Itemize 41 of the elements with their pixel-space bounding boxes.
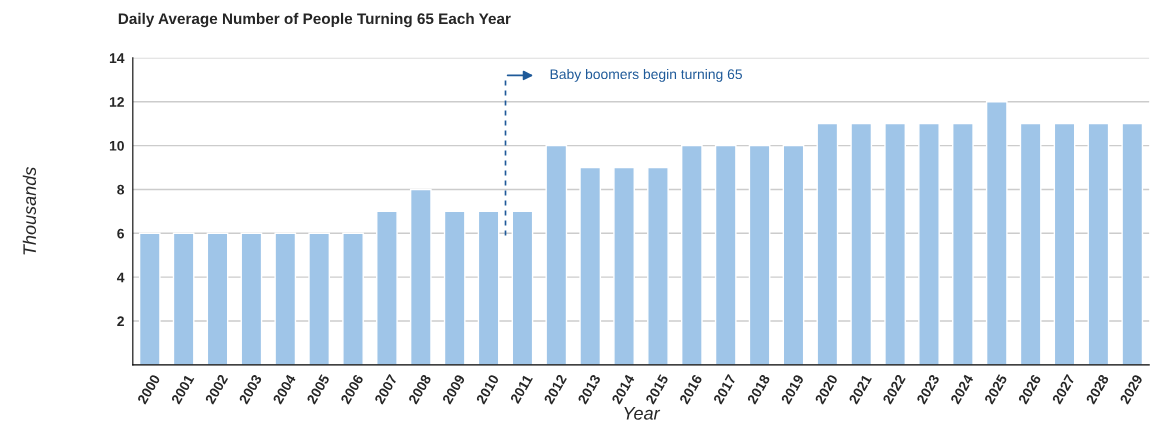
bar bbox=[172, 232, 195, 365]
y-tick-label: 14 bbox=[109, 53, 125, 63]
bar bbox=[850, 122, 873, 365]
bar bbox=[545, 144, 568, 365]
annotation: Baby boomers begin turning 65 bbox=[550, 68, 742, 82]
bar bbox=[985, 101, 1008, 365]
bar bbox=[680, 144, 703, 365]
bar bbox=[782, 144, 805, 365]
y-tick-label: 12 bbox=[109, 97, 124, 107]
bar bbox=[240, 232, 263, 365]
chart-title: Daily Average Number of People Turning 65 Each Year bbox=[118, 12, 511, 28]
bar bbox=[409, 188, 432, 365]
bar bbox=[1121, 122, 1144, 365]
bar bbox=[647, 166, 669, 365]
y-tick-label: 8 bbox=[117, 184, 125, 195]
bar bbox=[579, 166, 602, 365]
bar bbox=[376, 210, 398, 365]
y-tick-label: 4 bbox=[116, 272, 125, 283]
bar bbox=[477, 210, 500, 365]
bar bbox=[952, 122, 974, 365]
bar bbox=[1019, 122, 1042, 365]
y-tick-label: 10 bbox=[109, 140, 124, 151]
x-axis-title: Year bbox=[624, 407, 661, 420]
bar bbox=[511, 210, 534, 365]
bar bbox=[714, 144, 737, 365]
y-tick-label: 6 bbox=[117, 228, 124, 239]
bar bbox=[443, 210, 466, 365]
bar bbox=[138, 232, 161, 365]
bar bbox=[884, 122, 906, 365]
bar bbox=[918, 122, 940, 365]
bar bbox=[308, 232, 331, 365]
bar bbox=[206, 232, 229, 365]
y-tick-label: 2 bbox=[117, 316, 124, 327]
bar bbox=[613, 166, 635, 365]
bar bbox=[1053, 122, 1076, 365]
bar bbox=[748, 144, 771, 365]
bar bbox=[816, 122, 839, 365]
y-axis-title: Thousands bbox=[22, 167, 37, 255]
bar bbox=[274, 232, 297, 365]
bar bbox=[342, 232, 364, 365]
bar bbox=[1087, 122, 1110, 365]
